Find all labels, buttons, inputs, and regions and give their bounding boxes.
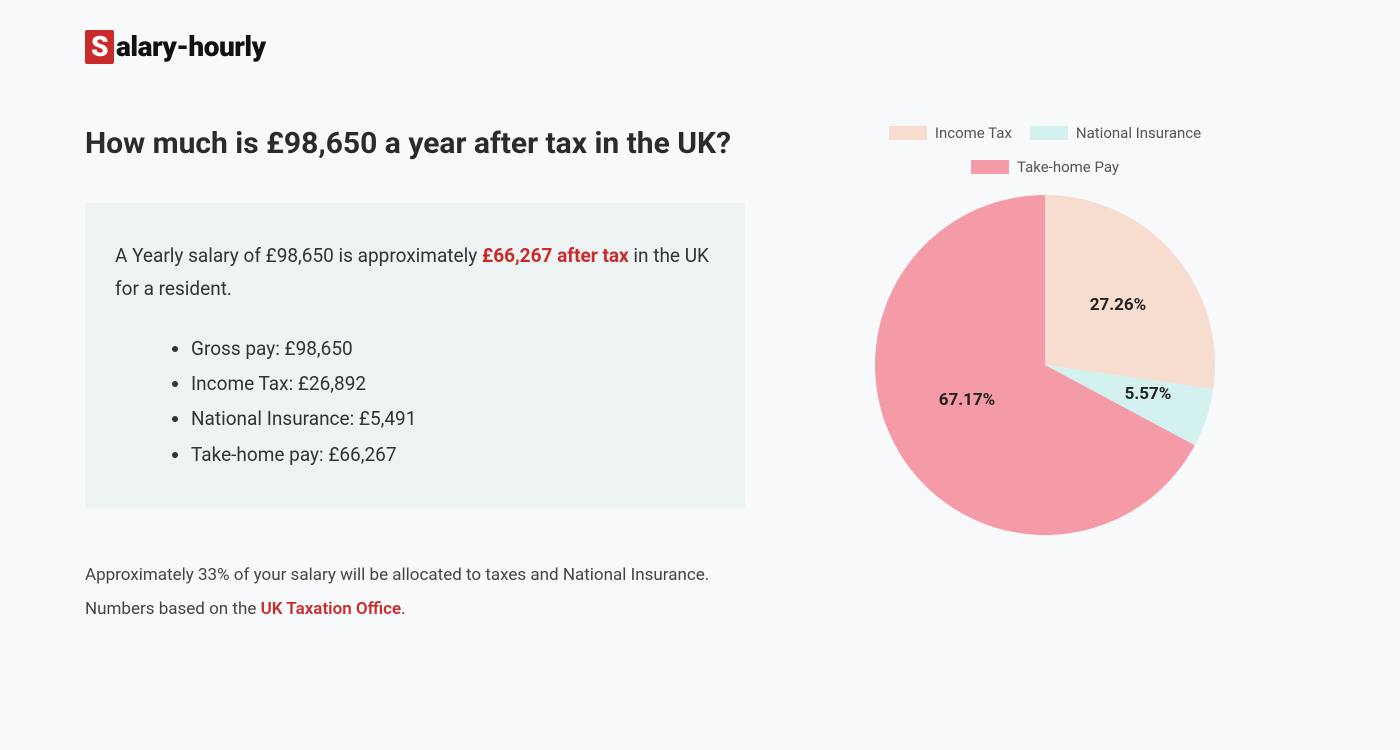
list-item: Gross pay: £98,650 — [191, 331, 715, 366]
footnote-line2-post: . — [401, 599, 405, 619]
list-item: Take-home pay: £66,267 — [191, 437, 715, 472]
page-title: How much is £98,650 a year after tax in … — [85, 124, 745, 163]
summary-text: A Yearly salary of £98,650 is approximat… — [115, 239, 715, 306]
pie-slice-label: 5.57% — [1125, 384, 1172, 404]
legend-item: National Insurance — [1030, 124, 1201, 142]
pie-svg — [870, 190, 1220, 540]
legend-swatch — [1030, 126, 1068, 140]
legend-label: Take-home Pay — [1017, 158, 1119, 176]
summary-highlight: £66,267 after tax — [482, 244, 629, 267]
pie-chart: 27.26% 5.57% 67.17% — [870, 190, 1220, 540]
site-logo: Salary-hourly — [85, 30, 1315, 64]
logo-badge: S — [85, 30, 114, 64]
list-item: Income Tax: £26,892 — [191, 366, 715, 401]
summary-pre: A Yearly salary of £98,650 is approximat… — [115, 244, 482, 267]
left-column: How much is £98,650 a year after tax in … — [85, 124, 745, 626]
legend-label: National Insurance — [1076, 124, 1201, 142]
footnote-line1: Approximately 33% of your salary will be… — [85, 565, 709, 585]
list-item: National Insurance: £5,491 — [191, 401, 715, 436]
chart-column: Income Tax National Insurance Take-home … — [825, 124, 1265, 626]
legend-item: Take-home Pay — [971, 158, 1119, 176]
main-content: How much is £98,650 a year after tax in … — [85, 124, 1315, 626]
breakdown-list: Gross pay: £98,650 Income Tax: £26,892 N… — [115, 331, 715, 472]
taxation-office-link[interactable]: UK Taxation Office — [261, 599, 402, 619]
summary-box: A Yearly salary of £98,650 is approximat… — [85, 203, 745, 508]
chart-legend: Income Tax National Insurance Take-home … — [825, 124, 1265, 176]
pie-slice-label: 27.26% — [1090, 295, 1147, 315]
pie-slice — [1045, 195, 1215, 389]
pie-slice-label: 67.17% — [939, 390, 996, 410]
legend-item: Income Tax — [889, 124, 1012, 142]
legend-swatch — [889, 126, 927, 140]
footnote-line2-pre: Numbers based on the — [85, 599, 261, 619]
legend-swatch — [971, 160, 1009, 174]
logo-text: alary-hourly — [116, 30, 266, 63]
footnote: Approximately 33% of your salary will be… — [85, 558, 745, 626]
legend-label: Income Tax — [935, 124, 1012, 142]
